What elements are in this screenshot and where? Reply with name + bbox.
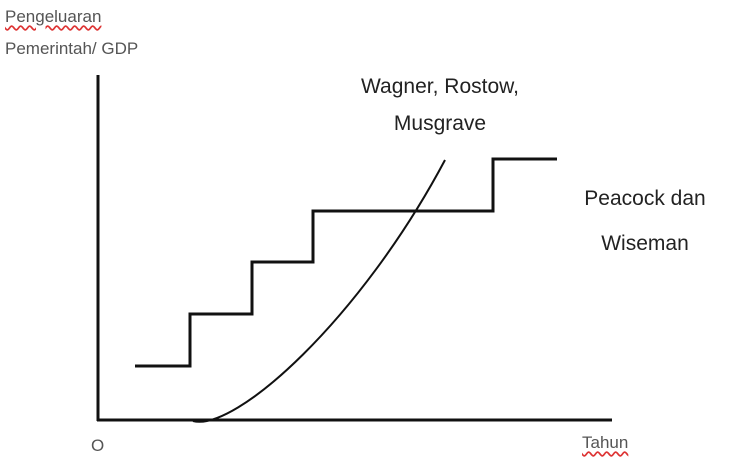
growth-curve bbox=[192, 159, 446, 423]
y-axis-label: Pengeluaran bbox=[5, 7, 102, 26]
curve-label: Wiseman bbox=[601, 232, 689, 255]
x-axis-label: Tahun bbox=[582, 433, 629, 452]
curve-label: Musgrave bbox=[393, 112, 487, 135]
curve-label: Peacock dan bbox=[584, 187, 706, 210]
axes bbox=[96, 75, 612, 422]
step-curve bbox=[135, 157, 557, 368]
curve-label: Wagner, Rostow, bbox=[361, 75, 519, 98]
y-axis-label: Pemerintah/ GDP bbox=[5, 39, 139, 58]
origin-label: O bbox=[91, 436, 105, 455]
